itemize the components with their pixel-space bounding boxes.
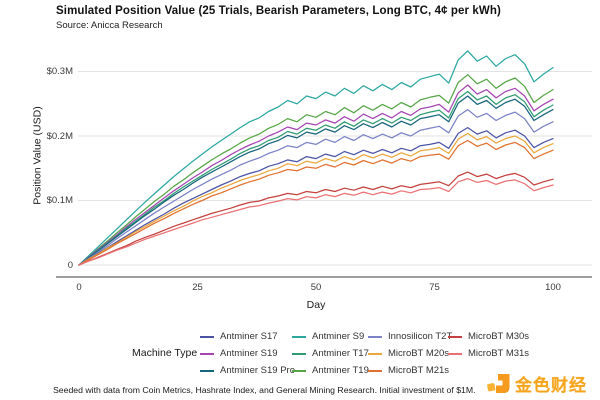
legend-label: MicroBT M30s: [468, 331, 530, 342]
legend-label: Antminer S17: [220, 331, 278, 342]
series-line-microbt-m20s: [78, 132, 554, 266]
footer-note: Seeded with data from Coin Metrics, Hash…: [53, 385, 476, 395]
series-line-antminer-s17: [78, 126, 554, 266]
legend-label: MicroBT M20s: [388, 348, 450, 359]
series-line-microbt-m31s: [78, 177, 554, 266]
y-tick-label: $0.2M: [46, 130, 73, 142]
legend-item: Antminer T17: [292, 345, 369, 362]
legend-swatch: [200, 352, 214, 355]
jinse-logo-text: 金色财经: [515, 375, 587, 395]
legend-swatch: [368, 335, 382, 338]
legend-column: Antminer S9 Antminer T17 Antminer T19: [292, 328, 369, 379]
legend-swatch: [292, 352, 306, 355]
series-line-antminer-s19-pro: [78, 95, 554, 266]
legend-label: MicroBT M31s: [468, 348, 530, 359]
series-line-antminer-s9: [78, 50, 554, 266]
legend-column: Innosilicon T2T MicroBT M20s MicroBT M21s: [368, 328, 452, 379]
legend-label: Innosilicon T2T: [388, 331, 453, 342]
legend-item: MicroBT M31s: [448, 345, 529, 362]
legend-item: Antminer S9: [292, 328, 369, 345]
legend-item: Antminer S19 Pro: [200, 362, 295, 379]
legend-label: Antminer S19: [220, 348, 278, 359]
legend-label: Antminer T17: [312, 348, 369, 359]
y-axis-title: Position Value (USD): [31, 106, 44, 205]
y-tick-label: 0: [67, 259, 73, 271]
legend-title: Machine Type: [132, 347, 198, 359]
series-line-antminer-t19: [78, 74, 554, 266]
series-line-innosilicon-t2t: [78, 108, 554, 266]
legend-item: Innosilicon T2T: [368, 328, 452, 345]
legend-item: Antminer S17: [200, 328, 295, 345]
chart-source: Source: Anicca Research: [56, 20, 163, 31]
x-tick-label: 25: [192, 282, 203, 293]
legend-swatch: [200, 369, 214, 372]
legend-item: Antminer S19: [200, 345, 295, 362]
legend-swatch: [448, 352, 462, 355]
legend-item: MicroBT M30s: [448, 328, 529, 345]
x-tick-label: 0: [76, 282, 82, 293]
jinse-logo-icon: [487, 373, 510, 393]
y-tick-label: $0.3M: [46, 66, 73, 77]
legend-column: Antminer S17 Antminer S19 Antminer S19 Pro: [200, 328, 295, 379]
jinse-logo: 金色财经: [486, 369, 598, 397]
x-tick-label: 50: [310, 282, 322, 293]
legend-swatch: [368, 369, 382, 372]
legend-swatch: [200, 335, 214, 338]
chart-title: Simulated Position Value (25 Trials, Bea…: [56, 5, 501, 17]
legend-label: Antminer S9: [312, 331, 365, 342]
legend-label: Antminer T19: [312, 365, 369, 376]
legend-swatch: [292, 369, 306, 372]
series-line-microbt-m30s: [78, 171, 554, 266]
series-line-antminer-t17: [78, 90, 554, 266]
legend-item: MicroBT M21s: [368, 362, 452, 379]
series-line-microbt-m21s: [78, 139, 554, 266]
series-line-antminer-s19: [78, 84, 554, 266]
legend-label: Antminer S19 Pro: [220, 365, 295, 376]
legend-item: MicroBT M20s: [368, 345, 452, 362]
x-tick-label: 100: [545, 282, 561, 293]
x-tick-label: 75: [429, 282, 440, 293]
y-tick-label: $0.1M: [46, 195, 73, 206]
legend-swatch: [448, 335, 462, 338]
legend-swatch: [368, 352, 382, 355]
legend-swatch: [292, 335, 306, 338]
x-axis-title: Day: [306, 299, 326, 311]
legend-column: MicroBT M30s MicroBT M31s: [448, 328, 529, 362]
legend-item: Antminer T19: [292, 362, 369, 379]
legend-label: MicroBT M21s: [388, 365, 450, 376]
